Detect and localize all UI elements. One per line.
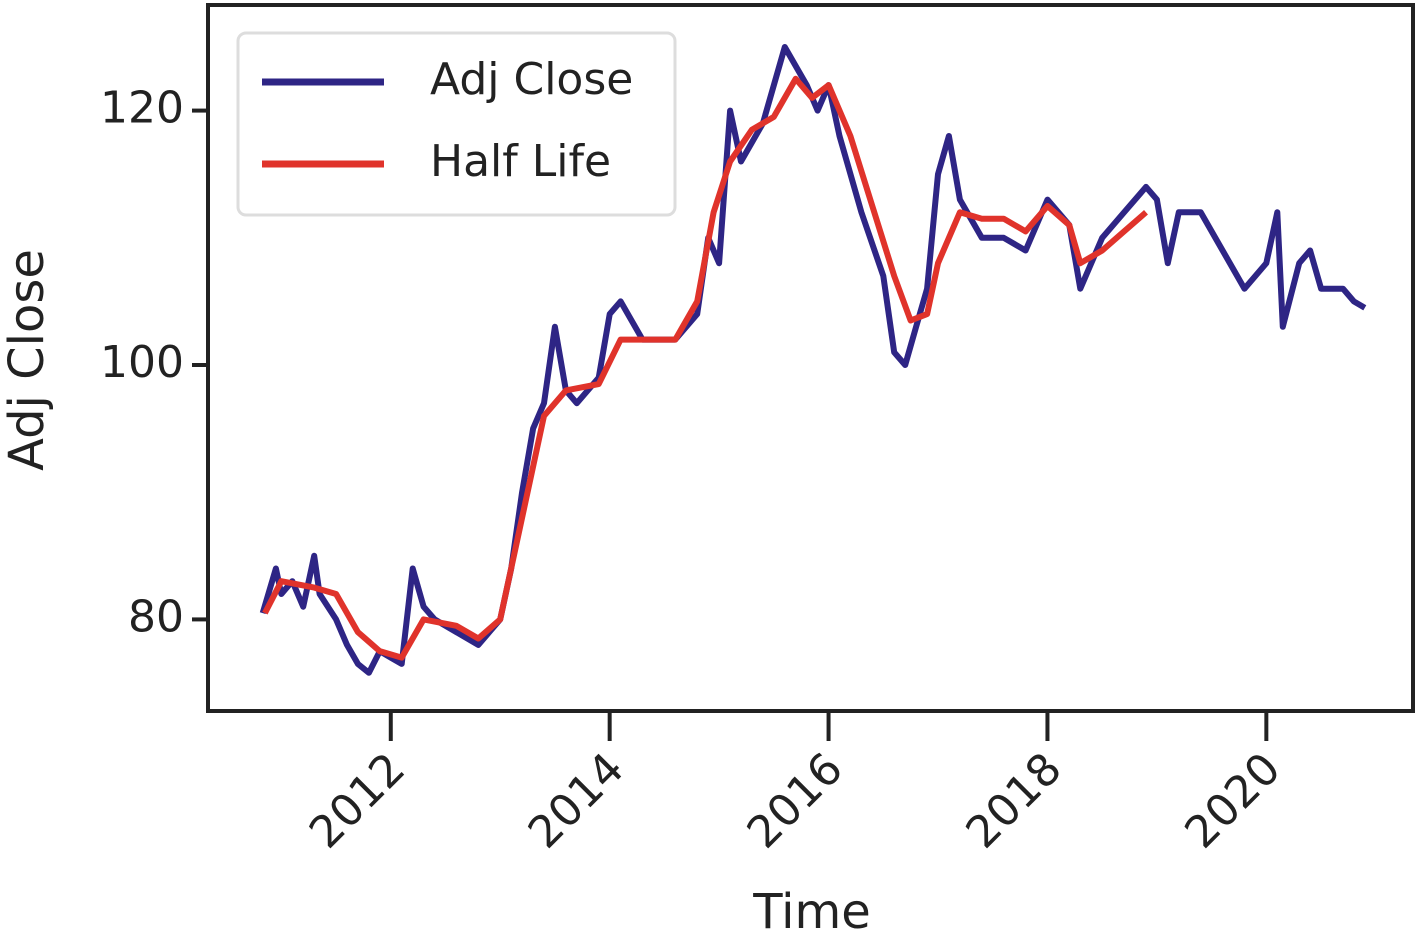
y-tick-label: 120 — [100, 83, 184, 134]
y-tick-label: 80 — [128, 591, 184, 642]
y-axis-label: Adj Close — [0, 249, 55, 471]
x-tick-label: 2016 — [738, 743, 853, 858]
x-tick-label: 2020 — [1175, 743, 1290, 858]
y-tick-label: 100 — [100, 337, 184, 388]
x-tick-label: 2018 — [956, 743, 1071, 858]
legend-label: Adj Close — [430, 54, 633, 105]
x-tick-label: 2014 — [519, 743, 634, 858]
legend-label: Half Life — [430, 136, 611, 187]
plot-frame — [206, 3, 1415, 713]
line — [262, 75, 1148, 661]
x-tick-label: 2012 — [300, 743, 415, 858]
x-axis-label: Time — [752, 884, 870, 939]
